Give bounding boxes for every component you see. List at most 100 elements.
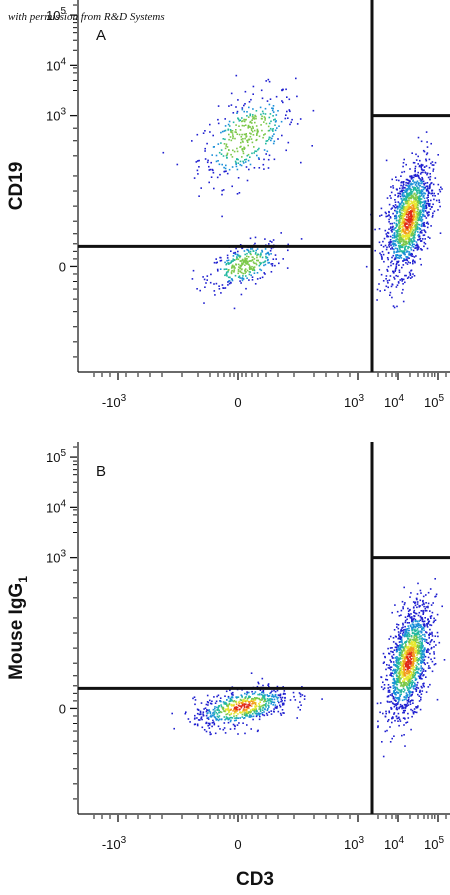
event-point: [398, 633, 400, 636]
event-point: [281, 704, 284, 706]
event-point: [393, 679, 396, 682]
event-point: [417, 693, 419, 696]
event-point: [241, 696, 243, 698]
event-point: [240, 293, 243, 296]
event-point: [394, 693, 396, 695]
event-point: [423, 210, 425, 212]
event-point: [266, 150, 269, 153]
event-point: [409, 616, 412, 619]
event-point: [411, 255, 414, 257]
event-point: [414, 228, 417, 230]
event-point: [420, 198, 423, 200]
event-point: [250, 700, 253, 703]
event-point: [394, 258, 397, 260]
event-point: [415, 672, 417, 674]
event-point: [256, 134, 258, 136]
event-point: [231, 267, 233, 269]
event-point: [408, 629, 411, 632]
event-point: [391, 296, 393, 299]
event-point: [265, 706, 267, 708]
event-point: [268, 80, 271, 83]
event-point: [238, 254, 240, 257]
event-point: [401, 204, 403, 207]
event-point: [431, 660, 434, 663]
event-point: [389, 241, 392, 244]
event-point: [270, 253, 272, 255]
event-point: [258, 713, 261, 715]
event-point: [260, 124, 262, 126]
event-point: [200, 187, 202, 189]
event-point: [400, 637, 403, 640]
event-point: [416, 174, 419, 176]
event-point: [406, 199, 409, 202]
event-point: [425, 594, 427, 596]
event-point: [392, 697, 395, 700]
event-point: [210, 716, 213, 718]
event-point: [392, 212, 394, 215]
event-point: [239, 260, 242, 262]
event-point: [263, 168, 265, 170]
event-point: [242, 260, 245, 262]
event-point: [229, 276, 231, 279]
event-point: [406, 223, 408, 225]
event-point: [286, 110, 288, 113]
event-point: [423, 166, 426, 168]
event-point: [245, 709, 247, 712]
event-point: [224, 125, 227, 127]
event-point: [263, 694, 265, 697]
event-point: [374, 249, 376, 252]
x-tick-label: 105: [424, 835, 444, 852]
event-point: [402, 288, 404, 291]
event-point: [420, 166, 422, 168]
event-point: [403, 661, 405, 664]
event-point: [411, 223, 413, 225]
event-point: [388, 246, 391, 248]
event-point: [279, 696, 282, 699]
event-point: [408, 695, 411, 697]
event-point: [425, 609, 428, 612]
event-point: [261, 249, 263, 252]
event-point: [411, 647, 413, 650]
event-point: [410, 249, 413, 251]
event-point: [227, 695, 230, 698]
event-point: [218, 709, 220, 712]
event-point: [382, 240, 384, 243]
event-point: [405, 634, 408, 637]
event-point: [405, 227, 408, 230]
event-point: [390, 675, 393, 677]
event-point: [404, 274, 406, 277]
event-point: [263, 116, 266, 118]
event-point: [425, 131, 428, 133]
event-point: [235, 696, 237, 698]
event-point: [243, 712, 246, 714]
event-point: [405, 630, 408, 633]
event-point: [247, 697, 250, 699]
event-point: [390, 660, 392, 663]
event-point: [298, 692, 301, 694]
event-point: [391, 693, 393, 695]
event-point: [382, 245, 385, 248]
event-point: [408, 200, 410, 203]
event-point: [409, 653, 412, 656]
event-point: [400, 636, 403, 638]
event-point: [273, 689, 275, 692]
event-point: [196, 717, 198, 719]
event-point: [394, 199, 396, 201]
event-point: [246, 255, 248, 258]
event-point: [255, 251, 257, 254]
event-point: [223, 716, 226, 718]
event-point: [285, 114, 287, 116]
event-point: [404, 709, 406, 712]
event-point: [413, 239, 415, 241]
event-point: [217, 708, 219, 710]
event-point: [414, 643, 416, 646]
event-point: [402, 243, 404, 246]
event-point: [296, 123, 299, 125]
event-point: [301, 686, 303, 688]
event-point: [213, 713, 216, 715]
event-point: [399, 705, 402, 708]
event-point: [411, 241, 414, 243]
event-point: [411, 152, 413, 154]
event-point: [246, 724, 248, 726]
event-point: [396, 254, 398, 256]
